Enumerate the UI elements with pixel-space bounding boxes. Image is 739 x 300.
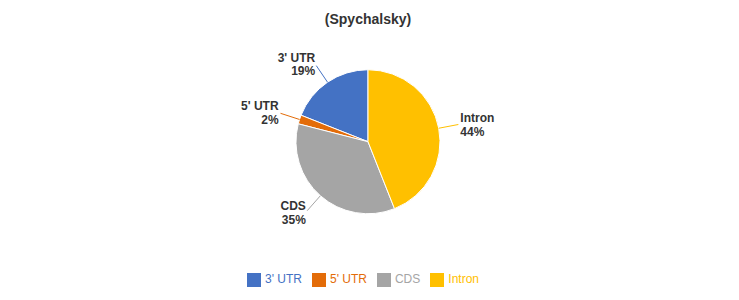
svg-text:3' UTR19%: 3' UTR19% (278, 51, 316, 79)
html-text:5' UTR: 5' UTR (330, 272, 367, 287)
html-text:CDS: CDS (395, 272, 421, 287)
svg-text:Intron44%: Intron44% (460, 111, 494, 139)
svg-text:CDS35%: CDS35% (280, 199, 306, 227)
svg-text:5' UTR2%: 5' UTR2% (241, 99, 279, 127)
html-text:3' UTR: 3' UTR (265, 272, 302, 287)
html-text:Intron: Intron (448, 272, 479, 287)
html-text:(Spychalsky): (Spychalsky) (324, 11, 412, 27)
